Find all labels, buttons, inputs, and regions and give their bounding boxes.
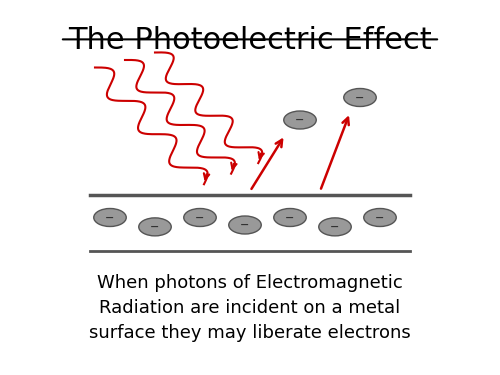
Text: −: − [356,93,364,102]
Text: −: − [150,222,160,232]
Text: −: − [330,222,340,232]
Text: When photons of Electromagnetic
Radiation are incident on a metal
surface they m: When photons of Electromagnetic Radiatio… [89,274,411,342]
Ellipse shape [364,209,396,226]
Text: −: − [196,213,204,222]
Text: −: − [296,115,304,125]
Ellipse shape [319,218,351,236]
Ellipse shape [139,218,171,236]
Text: −: − [286,213,294,222]
Ellipse shape [284,111,316,129]
Text: −: − [376,213,384,222]
Ellipse shape [344,88,376,106]
Ellipse shape [94,209,126,226]
Text: −: − [106,213,114,222]
Text: The Photoelectric Effect: The Photoelectric Effect [68,26,432,55]
Ellipse shape [184,209,216,226]
Ellipse shape [229,216,261,234]
Text: −: − [240,220,250,230]
Ellipse shape [274,209,306,226]
